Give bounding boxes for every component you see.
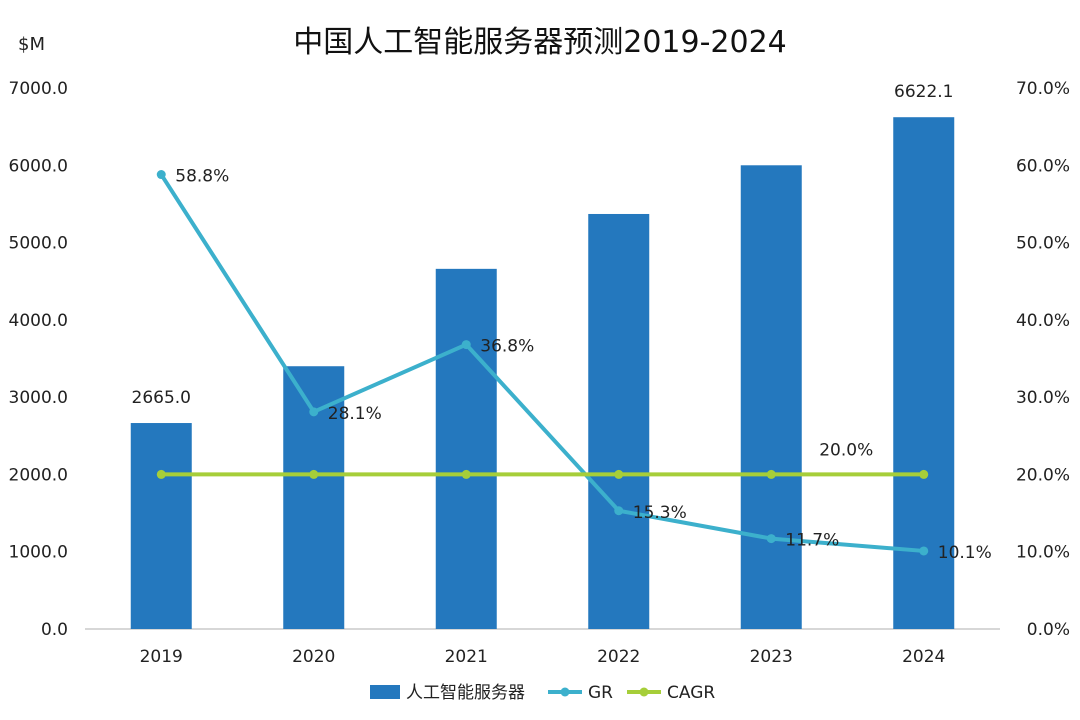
bar-data-label: 2665.0 — [132, 388, 191, 408]
y2-tick-label: 50.0% — [1016, 234, 1070, 254]
series-line — [159, 173, 924, 553]
y2-tick-label: 10.0% — [1016, 543, 1070, 563]
data-labels: 2665.0 6622.1 58.8% 28.1% 36.8% 15.3% 11.7% 10.… — [132, 82, 992, 563]
y-axis-unit-label: $M — [18, 34, 45, 55]
line-series — [156, 170, 929, 556]
y2-tick-label: 30.0% — [1016, 388, 1070, 408]
line-point — [766, 534, 776, 544]
x-tick-label: 2021 — [445, 647, 488, 667]
line-data-label: 11.7% — [785, 531, 839, 551]
line-point — [461, 469, 471, 479]
y-tick-label: 0.0 — [41, 620, 68, 640]
line-data-label: 20.0% — [819, 440, 873, 460]
line-point — [309, 469, 319, 479]
bar — [588, 213, 650, 629]
y-tick-label: 5000.0 — [9, 234, 68, 254]
y2-tick-label: 20.0% — [1016, 465, 1070, 485]
line-data-label: 36.8% — [480, 337, 534, 357]
line-point — [156, 469, 166, 479]
bar — [435, 268, 497, 629]
axes: 0.0 1000.0 2000.0 3000.0 4000.0 5000.0 6000.0 7… — [9, 79, 1070, 667]
x-tick-label: 2019 — [140, 647, 183, 667]
legend-label: CAGR — [667, 683, 715, 703]
y2-tick-label: 0.0% — [1027, 620, 1070, 640]
legend-swatch-marker — [639, 687, 649, 697]
y-tick-label: 1000.0 — [9, 543, 68, 563]
legend-label: 人工智能服务器 — [406, 683, 525, 703]
x-tick-label: 2020 — [292, 647, 335, 667]
y2-tick-label: 40.0% — [1016, 311, 1070, 331]
legend-swatch-marker — [560, 687, 570, 697]
line-point — [919, 469, 929, 479]
line-data-label: 15.3% — [633, 503, 687, 523]
line-point — [919, 546, 929, 556]
legend-label: GR — [588, 683, 613, 703]
legend-swatch-bar — [370, 685, 400, 699]
y-tick-label: 7000.0 — [9, 79, 68, 99]
line-data-label: 28.1% — [328, 404, 382, 424]
x-tick-label: 2023 — [750, 647, 793, 667]
x-tick-label: 2022 — [597, 647, 640, 667]
line-point — [156, 170, 166, 180]
line-point — [309, 407, 319, 417]
line-point — [614, 469, 624, 479]
y-tick-label: 2000.0 — [9, 465, 68, 485]
line-point — [614, 506, 624, 516]
line-data-label: 10.1% — [938, 543, 992, 563]
x-tick-label: 2024 — [902, 647, 945, 667]
bar — [130, 423, 192, 629]
line-data-label: 58.8% — [175, 167, 229, 187]
bar — [893, 117, 955, 629]
bar-series — [130, 117, 955, 630]
line-point — [766, 469, 776, 479]
y2-tick-label: 60.0% — [1016, 156, 1070, 176]
bar-data-label: 6622.1 — [894, 82, 953, 102]
y-tick-label: 6000.0 — [9, 156, 68, 176]
y-tick-label: 3000.0 — [9, 388, 68, 408]
line-point — [461, 340, 471, 350]
chart-title: 中国人工智能服务器预测2019-2024 — [293, 25, 787, 60]
y-tick-label: 4000.0 — [9, 311, 68, 331]
legend: 人工智能服务器 GR CAGR — [370, 683, 715, 703]
bar — [740, 165, 802, 630]
y2-tick-label: 70.0% — [1016, 79, 1070, 99]
